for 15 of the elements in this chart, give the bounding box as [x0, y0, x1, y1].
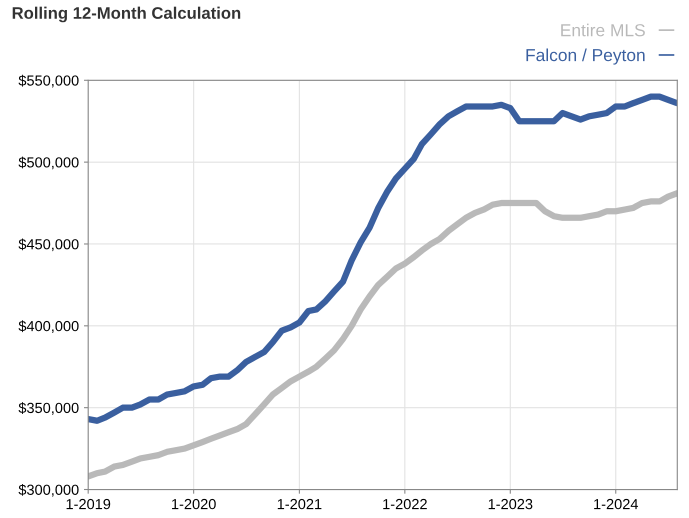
x-tick-label: 1-2024 [594, 498, 638, 510]
x-tick-label: 1-2023 [488, 498, 532, 510]
y-tick-label: $350,000 [18, 402, 79, 415]
x-tick-label: 1-2021 [278, 498, 322, 510]
legend-label: Entire MLS [561, 24, 645, 36]
y-tick-label: $450,000 [18, 238, 79, 252]
y-tick-label: $300,000 [18, 484, 79, 497]
chart-title: Rolling 12-Month Calculation [12, 6, 240, 22]
y-tick-label: $550,000 [18, 74, 79, 88]
y-tick-label: $400,000 [18, 320, 79, 333]
y-tick-label: $500,000 [18, 156, 79, 170]
x-tick-label: 1-2019 [66, 498, 110, 510]
x-tick-label: 1-2022 [383, 498, 427, 510]
x-tick-label: 1-2020 [172, 498, 216, 510]
legend-label: Falcon / Peyton [526, 48, 645, 65]
